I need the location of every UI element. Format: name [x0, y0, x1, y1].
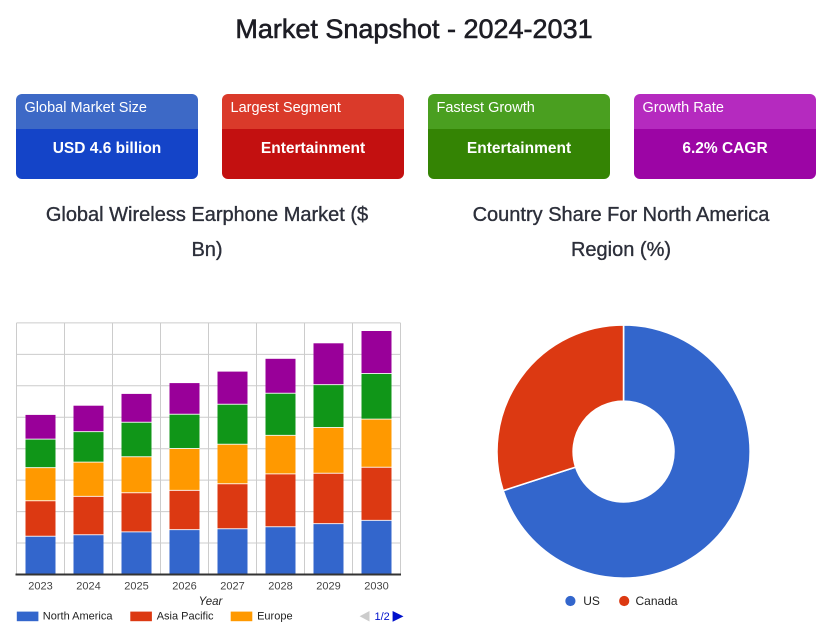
svg-text:2028: 2028	[268, 581, 292, 593]
svg-text:North America: North America	[43, 610, 114, 622]
svg-text:2026: 2026	[172, 581, 196, 593]
svg-text:2024: 2024	[76, 581, 100, 593]
svg-text:2029: 2029	[316, 581, 340, 593]
svg-text:2030: 2030	[364, 581, 388, 593]
svg-text:2023: 2023	[28, 581, 52, 593]
svg-text:1/2: 1/2	[375, 611, 390, 623]
svg-text:US: US	[583, 594, 600, 608]
svg-text:Year: Year	[199, 596, 224, 608]
svg-text:2027: 2027	[220, 581, 244, 593]
svg-text:Asia Pacific: Asia Pacific	[157, 610, 214, 622]
svg-text:Europe: Europe	[257, 610, 292, 622]
svg-text:2025: 2025	[124, 581, 148, 593]
svg-text:Canada: Canada	[636, 594, 678, 608]
